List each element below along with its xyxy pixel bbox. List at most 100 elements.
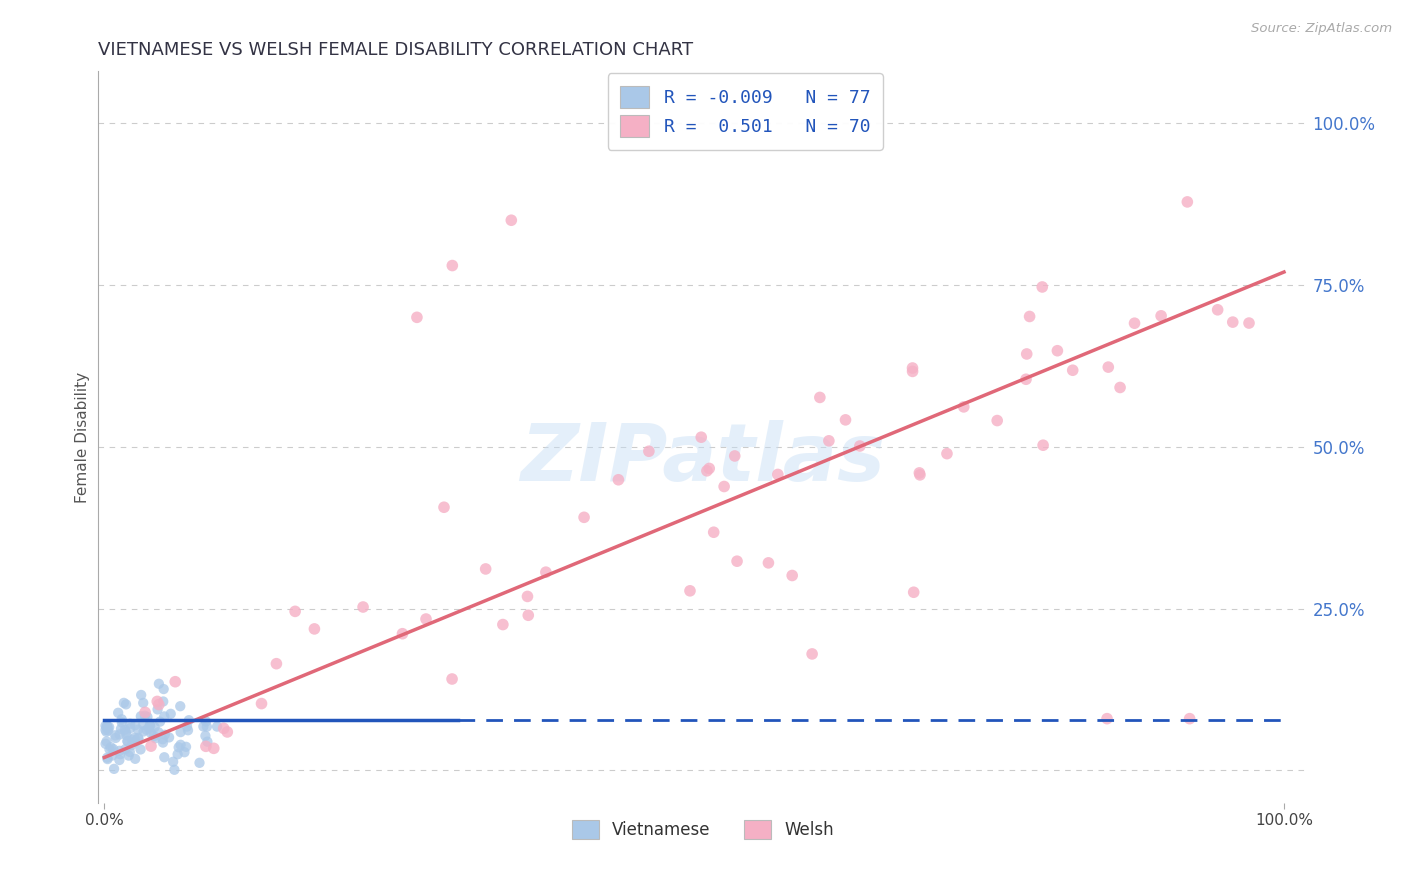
Point [901, 364, 924, 378]
Point [132, 696, 155, 710]
Point [129, 688, 152, 702]
Point [638, 444, 661, 458]
Point [127, 731, 149, 746]
Point [1123, 316, 1146, 330]
Point [157, 731, 180, 745]
Point [110, 722, 132, 736]
Point [96, 724, 118, 739]
Point [534, 565, 557, 579]
Point [284, 604, 307, 618]
Point [152, 736, 174, 750]
Point [129, 742, 152, 756]
Point [127, 723, 149, 737]
Point [96, 719, 118, 733]
Point [98, 742, 121, 756]
Point [124, 735, 146, 749]
Point [1237, 316, 1260, 330]
Point [217, 725, 239, 739]
Point [134, 706, 156, 720]
Point [834, 413, 856, 427]
Point [415, 612, 437, 626]
Point [94, 723, 117, 737]
Point [121, 732, 143, 747]
Point [162, 755, 184, 769]
Point [1046, 343, 1069, 358]
Point [703, 525, 725, 540]
Point [352, 600, 374, 615]
Point [697, 461, 720, 475]
Point [193, 719, 215, 733]
Point [197, 734, 219, 748]
Point [165, 674, 187, 689]
Text: Source: ZipAtlas.com: Source: ZipAtlas.com [1251, 22, 1392, 36]
Point [679, 583, 702, 598]
Point [139, 718, 162, 732]
Point [266, 657, 288, 671]
Point [117, 734, 139, 748]
Point [103, 742, 125, 756]
Point [139, 719, 162, 733]
Point [115, 728, 138, 742]
Point [801, 647, 824, 661]
Point [492, 617, 515, 632]
Point [132, 724, 155, 739]
Point [391, 626, 413, 640]
Point [1018, 310, 1040, 324]
Point [98, 720, 121, 734]
Point [152, 694, 174, 708]
Point [114, 723, 136, 737]
Point [108, 747, 131, 762]
Point [148, 677, 170, 691]
Point [250, 697, 273, 711]
Point [194, 739, 217, 754]
Point [517, 608, 540, 623]
Point [94, 719, 117, 733]
Point [169, 738, 191, 752]
Point [103, 762, 125, 776]
Point [135, 723, 157, 737]
Point [132, 717, 155, 731]
Point [212, 722, 235, 736]
Point [134, 708, 156, 723]
Point [177, 713, 200, 727]
Point [153, 728, 176, 742]
Point [143, 720, 166, 734]
Point [194, 714, 217, 729]
Point [724, 449, 747, 463]
Point [118, 748, 141, 763]
Point [433, 500, 456, 515]
Point [96, 720, 118, 734]
Point [111, 715, 134, 730]
Point [441, 259, 464, 273]
Text: VIETNAMESE VS WELSH FEMALE DISABILITY CORRELATION CHART: VIETNAMESE VS WELSH FEMALE DISABILITY CO… [98, 41, 693, 59]
Point [1178, 712, 1201, 726]
Point [166, 747, 188, 762]
Point [177, 723, 200, 738]
Point [441, 672, 464, 686]
Point [780, 568, 803, 582]
Point [188, 756, 211, 770]
Point [304, 622, 326, 636]
Point [1032, 438, 1054, 452]
Point [163, 763, 186, 777]
Point [101, 748, 124, 763]
Point [501, 213, 523, 227]
Point [936, 447, 959, 461]
Point [139, 726, 162, 740]
Point [111, 712, 134, 726]
Point [127, 731, 149, 745]
Point [1095, 712, 1118, 726]
Point [1097, 360, 1119, 375]
Point [148, 725, 170, 739]
Point [139, 739, 162, 753]
Point [115, 698, 138, 712]
Point [713, 479, 735, 493]
Point [1015, 372, 1038, 386]
Point [124, 734, 146, 748]
Point [142, 729, 165, 743]
Point [903, 585, 925, 599]
Point [901, 361, 924, 376]
Point [146, 702, 169, 716]
Point [1150, 309, 1173, 323]
Point [1109, 380, 1132, 394]
